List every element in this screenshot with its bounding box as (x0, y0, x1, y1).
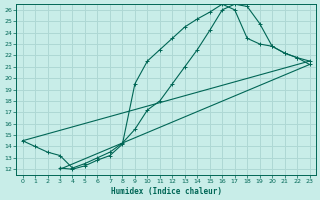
X-axis label: Humidex (Indice chaleur): Humidex (Indice chaleur) (111, 187, 221, 196)
